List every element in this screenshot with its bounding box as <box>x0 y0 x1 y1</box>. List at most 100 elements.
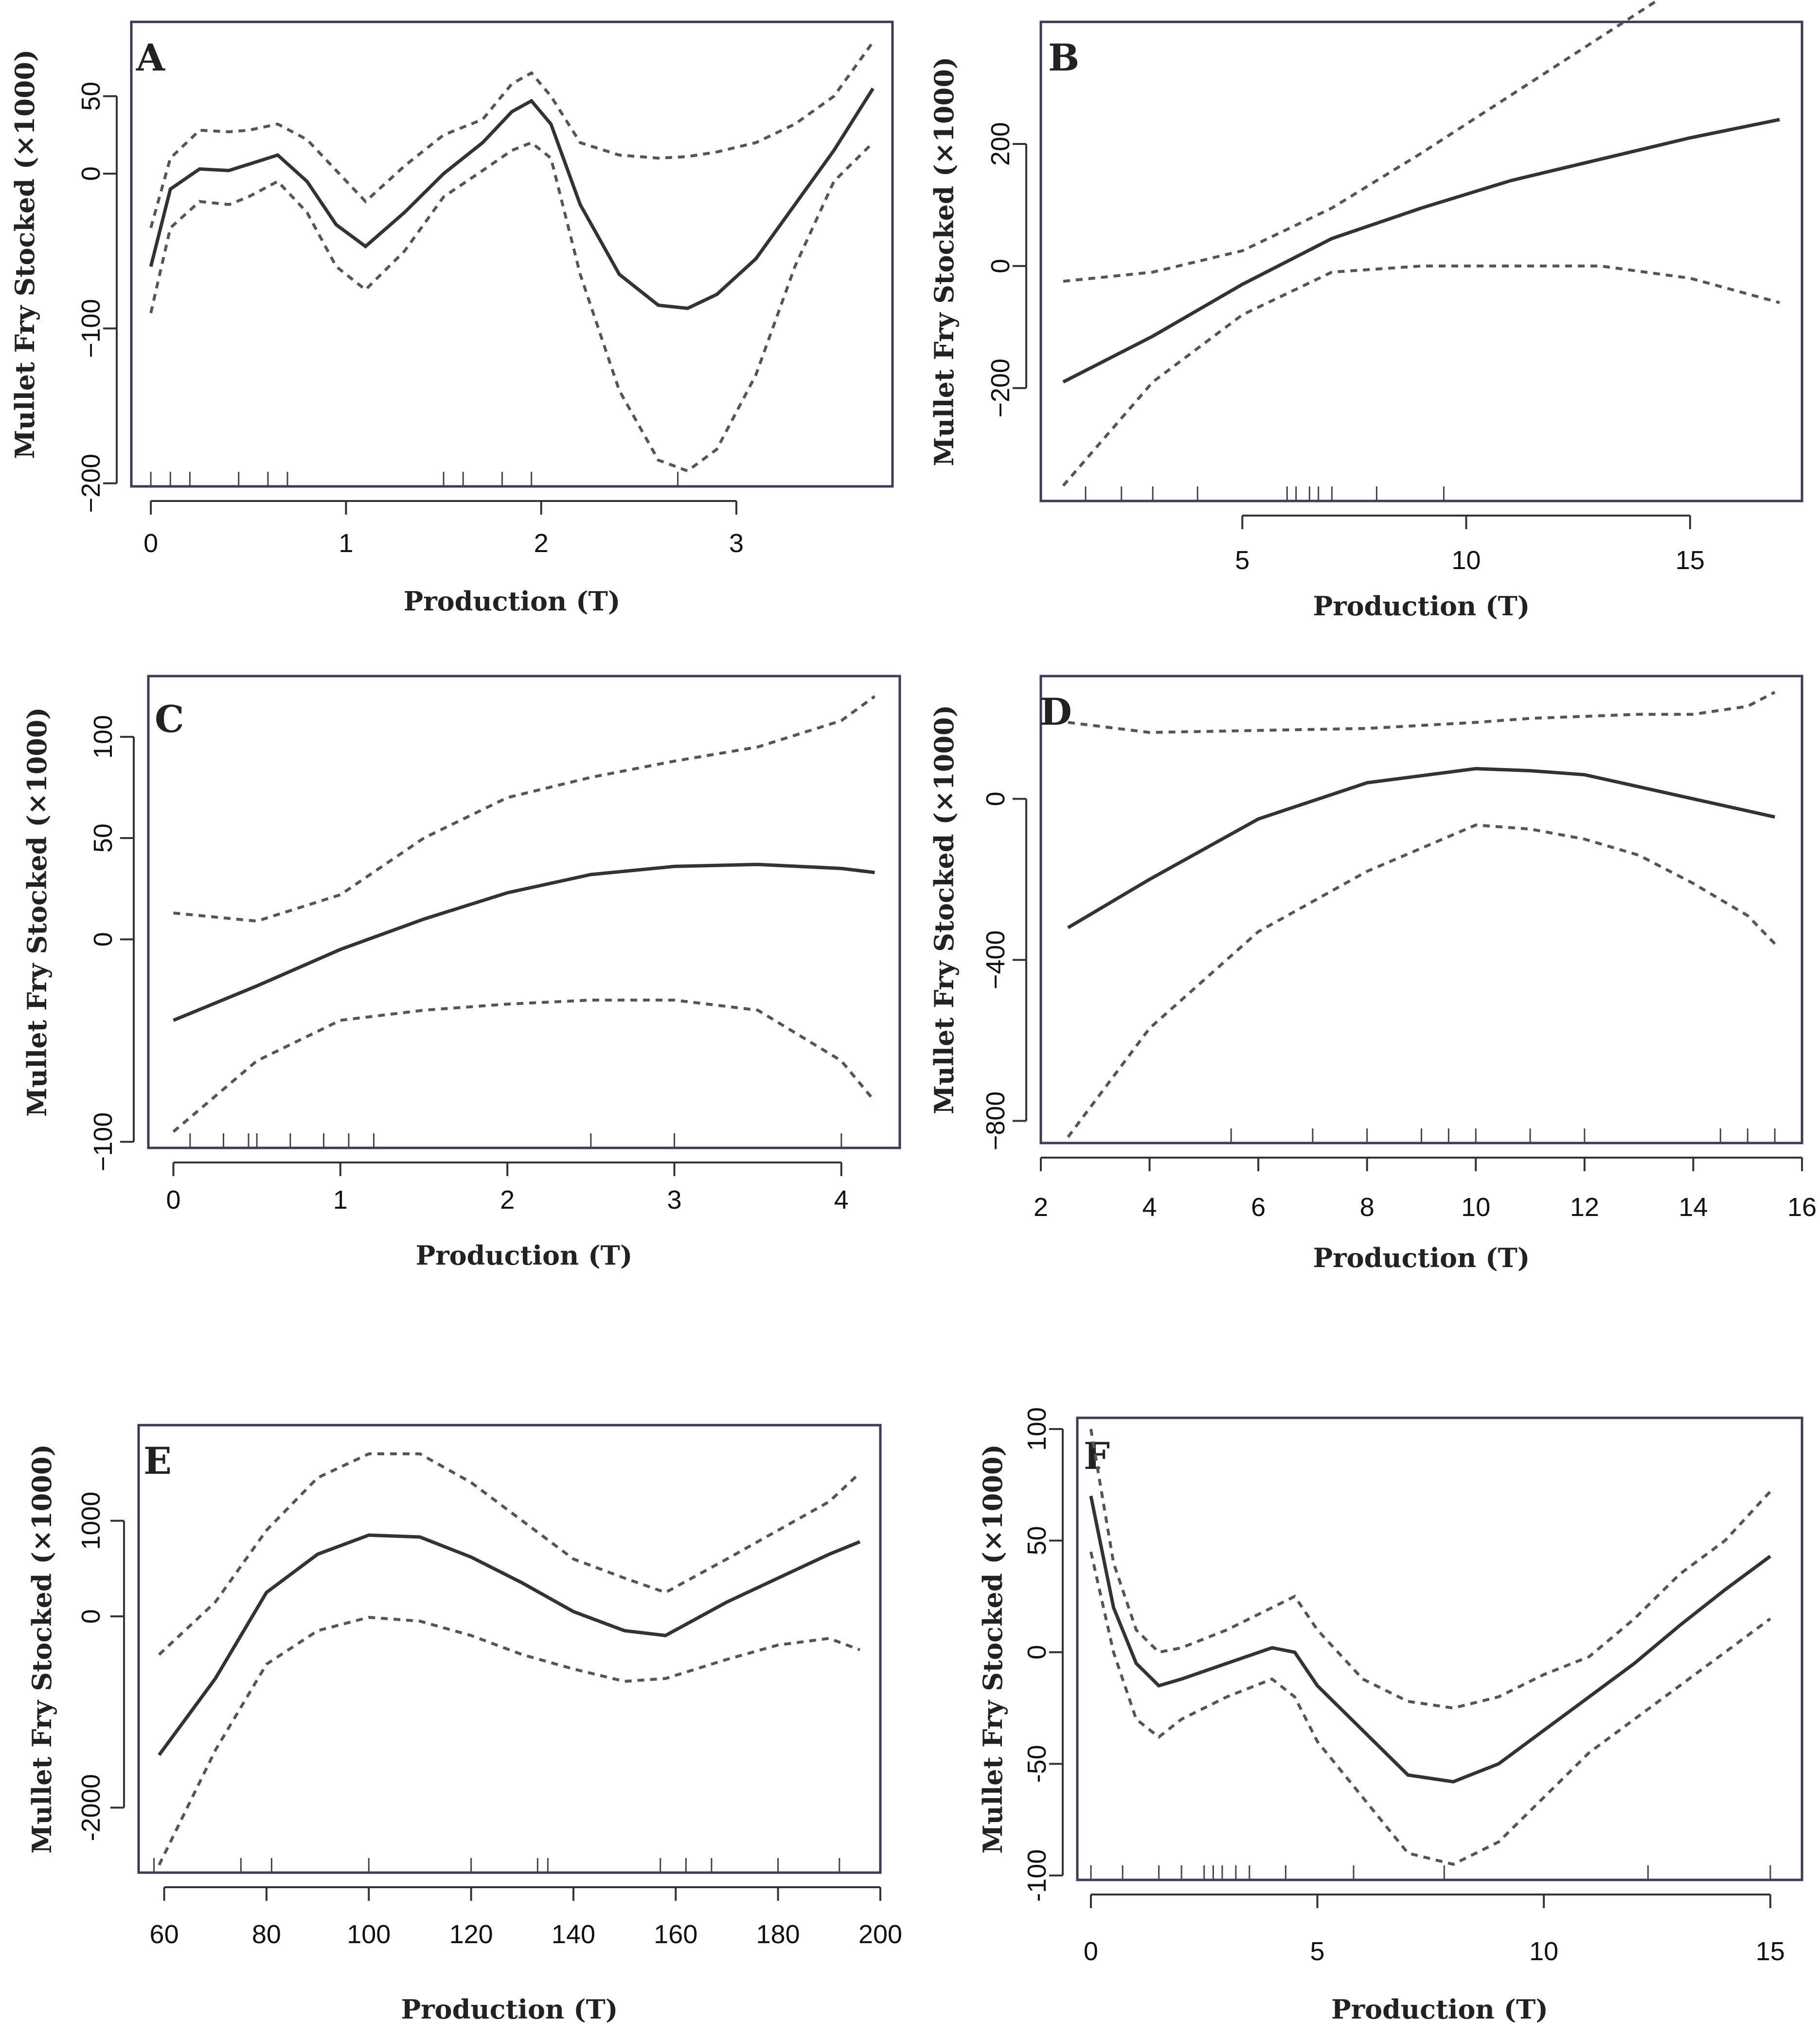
y-tick-label: 100 <box>1022 1407 1052 1451</box>
y-axis-title: Mullet Fry Stocked (×1000) <box>928 705 960 1114</box>
fitted-curve <box>1089 1495 1771 1784</box>
y-tick-label: −200 <box>986 358 1015 418</box>
upper-confidence-band <box>149 41 874 229</box>
y-tick-label: 200 <box>986 122 1015 166</box>
plot-frame <box>1039 675 1803 1144</box>
panel-label: E <box>143 1439 172 1483</box>
fitted-curve <box>173 862 875 1022</box>
lower-confidence-band <box>158 1616 860 1866</box>
fitted-curve <box>158 1533 861 1756</box>
x-axis-title: Production (T) <box>1331 1994 1548 2025</box>
lower-confidence-band <box>1089 1551 1771 1866</box>
y-axis-title: Mullet Fry Stocked (×1000) <box>21 707 53 1117</box>
lower-confidence-band <box>1067 823 1776 1138</box>
x-tick-label: 8 <box>1360 1193 1374 1222</box>
y-tick-label: 0 <box>76 166 106 181</box>
x-tick-label: 4 <box>1142 1193 1157 1222</box>
x-tick-label: 5 <box>1235 546 1249 575</box>
x-tick-label: 1 <box>339 529 353 558</box>
panel-d: D 2 4 6 8 10 12 14 16 0 −400 −800 Production (T) Mull… <box>928 675 1817 1273</box>
x-tick-label: 80 <box>252 1920 281 1949</box>
x-tick-label: 100 <box>347 1920 391 1949</box>
y-tick-label: -50 <box>1022 1745 1052 1783</box>
upper-confidence-band <box>1068 691 1776 734</box>
panel-e: E 60 80 100 120 140 160 180 200 1000 0 -2000 Product… <box>26 1424 902 2025</box>
y-tick-label: −200 <box>76 454 106 513</box>
x-axis-title: Production (T) <box>401 1994 618 2025</box>
x-tick-label: 14 <box>1678 1193 1708 1222</box>
y-axis-title: Mullet Fry Stocked (×1000) <box>977 1444 1008 1854</box>
x-axis-title: Production (T) <box>1313 1242 1530 1273</box>
panel-b: B 5 10 15 200 0 −200 Production (T) Mullet Fry S… <box>928 0 1803 622</box>
y-tick-label: 0 <box>986 259 1015 273</box>
y-tick-label: −100 <box>89 1112 118 1172</box>
y-axis-title: Mullet Fry Stocked (×1000) <box>26 1444 57 1854</box>
y-tick-label: 0 <box>76 1609 106 1624</box>
x-tick-label: 10 <box>1529 1937 1558 1966</box>
x-tick-label: 4 <box>834 1185 849 1215</box>
y-tick-label: −800 <box>981 1091 1010 1151</box>
x-tick-label: 200 <box>858 1920 902 1949</box>
panel-label: B <box>1048 36 1079 79</box>
x-tick-label: 12 <box>1570 1193 1599 1222</box>
x-tick-label: 60 <box>150 1920 179 1949</box>
x-tick-label: 1 <box>333 1185 348 1215</box>
x-tick-label: 0 <box>166 1185 180 1215</box>
x-tick-label: 6 <box>1251 1193 1266 1222</box>
x-tick-label: 3 <box>729 529 744 558</box>
plot-frame <box>1076 1416 1803 1881</box>
x-tick-label: 2 <box>500 1185 515 1215</box>
panel-c: C 0 1 2 3 4 100 50 0 −100 Production (T) Mullet Fry… <box>21 675 901 1271</box>
y-tick-label: -2000 <box>76 1774 106 1841</box>
lower-confidence-band <box>149 141 874 473</box>
x-tick-label: 2 <box>534 529 549 558</box>
x-tick-label: 0 <box>1084 1937 1098 1966</box>
x-axis-title: Production (T) <box>1313 590 1530 622</box>
y-tick-label: 50 <box>89 823 118 853</box>
panel-label: A <box>136 36 165 79</box>
x-tick-label: 10 <box>1461 1193 1490 1222</box>
fitted-curve <box>1067 767 1775 930</box>
y-axis-title: Mullet Fry Stocked (×1000) <box>9 50 40 459</box>
y-tick-label: 50 <box>76 82 106 111</box>
y-axis-title: Mullet Fry Stocked (×1000) <box>928 57 960 466</box>
fitted-curve <box>1062 118 1780 384</box>
x-tick-label: 5 <box>1310 1937 1325 1966</box>
plot-frame <box>147 675 901 1149</box>
x-tick-label: 15 <box>1676 546 1705 575</box>
x-tick-label: 3 <box>667 1185 681 1215</box>
x-tick-label: 120 <box>449 1920 493 1949</box>
panel-label: D <box>1040 690 1072 733</box>
y-tick-label: 50 <box>1022 1526 1052 1555</box>
y-tick-label: −400 <box>981 930 1010 990</box>
y-tick-label: 0 <box>89 932 118 947</box>
upper-confidence-band <box>1089 1429 1772 1710</box>
x-axis-title: Production (T) <box>416 1240 633 1271</box>
panel-label: C <box>155 697 184 741</box>
y-tick-label: 1000 <box>76 1492 106 1550</box>
x-tick-label: 160 <box>654 1920 697 1949</box>
x-tick-label: 16 <box>1787 1193 1817 1222</box>
panel-a: A 0 1 2 3 50 0 −100 −200 Production (T) Mullet Fry… <box>9 20 894 617</box>
x-tick-label: 2 <box>1034 1193 1048 1222</box>
upper-confidence-band <box>173 695 876 923</box>
x-axis-title: Production (T) <box>404 586 621 617</box>
y-tick-label: 100 <box>89 715 118 759</box>
plot-frame <box>1039 20 1803 502</box>
x-tick-label: 180 <box>756 1920 800 1949</box>
plot-frame <box>130 20 894 488</box>
x-tick-label: 10 <box>1452 546 1481 575</box>
x-tick-label: 15 <box>1756 1937 1785 1966</box>
x-tick-label: 140 <box>552 1920 595 1949</box>
upper-confidence-band <box>158 1452 861 1656</box>
plot-frame <box>137 1424 882 1874</box>
y-tick-label: −100 <box>76 299 106 358</box>
y-tick-label: -100 <box>1022 1849 1052 1902</box>
lower-confidence-band <box>172 999 876 1133</box>
y-tick-label: 0 <box>1022 1645 1052 1660</box>
lower-confidence-band <box>1062 264 1780 487</box>
y-tick-label: 0 <box>981 791 1010 806</box>
fitted-curve <box>149 88 874 310</box>
